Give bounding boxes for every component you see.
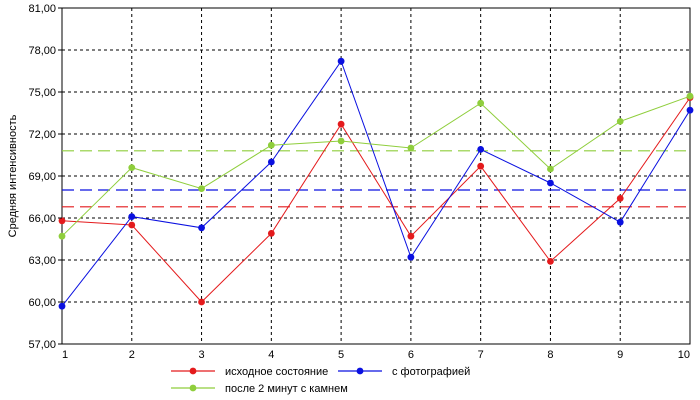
y-tick-label: 72,00 xyxy=(28,129,56,141)
data-point xyxy=(128,164,136,172)
legend-marker xyxy=(356,367,364,375)
data-point xyxy=(267,158,275,166)
y-tick-label: 57,00 xyxy=(28,339,56,351)
y-tick-label: 75,00 xyxy=(28,87,56,99)
data-point xyxy=(267,141,275,149)
mean-lines xyxy=(62,150,690,208)
x-tick-label: 10 xyxy=(678,349,690,361)
data-point xyxy=(616,195,624,202)
legend-item: с фотографией xyxy=(338,366,470,378)
x-tick-label: 1 xyxy=(62,349,68,361)
series-line xyxy=(61,95,691,237)
legend-item: исходное состояние xyxy=(171,366,328,378)
data-point xyxy=(58,302,66,310)
legend: исходное состояние с фотографией после 2 м… xyxy=(171,366,470,395)
y-tick-label: 63,00 xyxy=(28,255,56,267)
y-tick-label: 69,00 xyxy=(28,171,56,183)
data-point xyxy=(616,218,624,226)
data-point xyxy=(198,298,205,306)
series-lines xyxy=(58,57,694,310)
series xyxy=(58,92,694,240)
series-line xyxy=(61,60,691,307)
x-tick-label: 7 xyxy=(478,349,484,361)
data-point xyxy=(407,253,415,261)
x-tick-label: 3 xyxy=(198,349,204,361)
x-tick-label: 5 xyxy=(338,349,344,361)
data-point xyxy=(477,162,485,170)
y-tick-label: 60,00 xyxy=(28,297,56,309)
data-point xyxy=(616,118,624,125)
data-point xyxy=(547,165,554,173)
data-point xyxy=(58,232,66,240)
data-point xyxy=(198,185,205,193)
y-tick-label: 81,00 xyxy=(28,3,56,15)
series-line xyxy=(61,97,691,303)
y-tick-label: 66,00 xyxy=(28,213,56,225)
y-axis-ticks: 57,00 60,00 63,00 66,00 69,00 72,00 75,00 78,00… xyxy=(28,3,62,351)
x-tick-label: 2 xyxy=(129,349,135,361)
x-tick-label: 4 xyxy=(268,349,274,361)
data-point xyxy=(547,179,554,187)
series xyxy=(58,94,694,306)
y-axis-label: Средняя интенсивность xyxy=(7,114,19,237)
legend-marker xyxy=(189,367,197,375)
data-point xyxy=(337,57,345,65)
data-point xyxy=(407,232,415,240)
legend-marker xyxy=(189,384,197,392)
data-point xyxy=(337,137,345,145)
x-axis-ticks: 1 2 3 4 5 6 7 8 9 10 xyxy=(62,349,690,361)
x-tick-label: 6 xyxy=(408,349,414,361)
data-point xyxy=(477,146,485,153)
data-point xyxy=(407,144,415,152)
data-point xyxy=(686,92,694,100)
y-tick-label: 78,00 xyxy=(28,45,56,57)
x-tick-label: 9 xyxy=(617,349,623,361)
series xyxy=(58,57,694,310)
legend-item: после 2 минут с камнем xyxy=(171,383,348,395)
data-point xyxy=(198,224,205,232)
data-point xyxy=(267,230,275,237)
data-point xyxy=(128,213,136,221)
data-point xyxy=(686,106,694,114)
data-point xyxy=(58,217,66,225)
x-tick-label: 8 xyxy=(547,349,553,361)
data-point xyxy=(547,258,554,265)
grid-lines xyxy=(62,8,690,344)
data-point xyxy=(337,120,345,128)
legend-label: с фотографией xyxy=(392,366,470,378)
data-point xyxy=(128,221,136,229)
legend-label: исходное состояние xyxy=(225,366,328,378)
data-point xyxy=(477,99,485,107)
legend-label: после 2 минут с камнем xyxy=(225,383,348,395)
